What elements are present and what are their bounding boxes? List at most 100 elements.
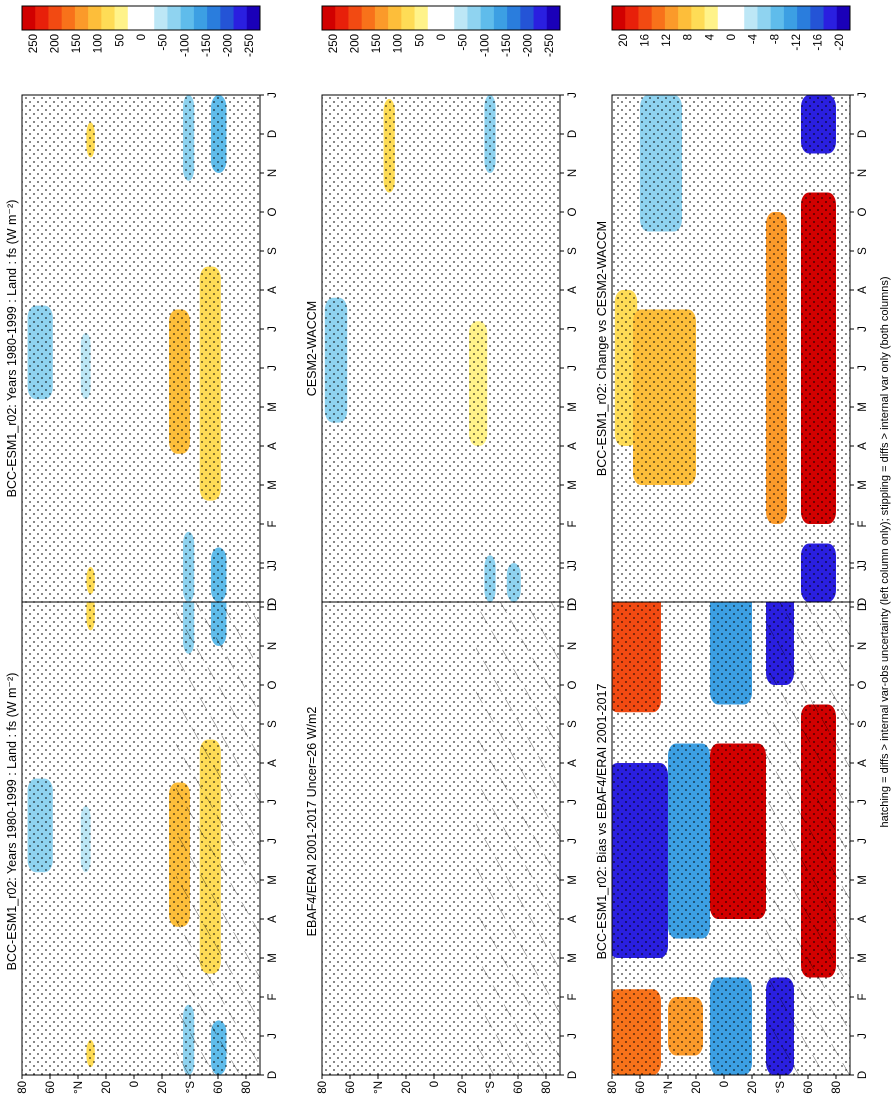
colorbar-label: 4 (704, 33, 716, 40)
colorbar-label: -200 (223, 34, 235, 57)
month-tick-label: J (857, 560, 869, 566)
month-tick-label: M (857, 953, 869, 963)
colorbar-swatch (678, 6, 692, 30)
hatching (176, 568, 260, 1075)
colorbar-swatch (335, 6, 349, 30)
colorbar-swatch (770, 6, 785, 30)
colorbar-swatch (612, 6, 626, 30)
lat-tick-label: 0 (429, 1081, 441, 1087)
colorbar-label: -100 (479, 34, 491, 57)
colorbar-swatch (836, 6, 851, 30)
month-tick-label: D (567, 130, 579, 138)
colorbar-swatch (207, 6, 221, 30)
panel-title: BCC-ESM1_r02: Change vs CESM2-WACCM (595, 221, 609, 476)
lat-tick-label: 80 (317, 1081, 329, 1094)
colorbar-label: -150 (501, 34, 513, 57)
month-tick-label: S (267, 720, 279, 728)
colorbar-swatch (348, 6, 363, 30)
month-tick-label: A (857, 915, 869, 923)
month-tick-label: F (857, 993, 869, 1000)
month-tick-label: D (267, 1071, 279, 1079)
panel-title: BCC-ESM1_r02: Years 1980-1999 : Land : f… (5, 200, 19, 498)
lat-tick-label: 80 (607, 1081, 619, 1094)
month-tick-label: O (267, 680, 279, 689)
colorbar-swatch (154, 6, 168, 30)
lat-tick-label: °S (775, 1081, 787, 1094)
colorbar-label: 200 (49, 34, 61, 53)
colorbar-swatch (167, 6, 182, 30)
plot-area (22, 568, 260, 1075)
colorbar-swatch (810, 6, 824, 30)
month-tick-label: D (567, 1071, 579, 1079)
month-tick-label: A (857, 759, 869, 767)
month-tick-label: D (857, 603, 869, 611)
lat-tick-label: °N (73, 1081, 85, 1094)
colorbar-label: 250 (28, 34, 40, 53)
month-tick-label: D (267, 598, 279, 606)
month-tick-label: D (267, 130, 279, 138)
hatching (476, 568, 560, 1075)
colorbar-label: -4 (748, 33, 760, 44)
month-tick-label: A (567, 286, 579, 294)
month-tick-label: F (857, 520, 869, 527)
month-tick-label: M (857, 480, 869, 490)
colorbar-swatch (141, 6, 155, 30)
colorbar-swatch (48, 6, 63, 30)
month-tick-label: A (267, 915, 279, 923)
month-tick-label: J (267, 92, 279, 98)
month-tick-label: F (567, 520, 579, 527)
panel-model-a-main: 80 60 °N 20 0 20 °S 60 80 D J F M A M J J A S O N D J BCC-ESM1_… (5, 565, 279, 1094)
colorbar-swatch (823, 6, 838, 30)
colorbar-swatch (638, 6, 653, 30)
month-tick-label: M (567, 875, 579, 885)
month-tick-label: M (857, 402, 869, 412)
month-tick-label: J (567, 326, 579, 332)
month-tick-label: M (267, 875, 279, 885)
colorbar-swatch (374, 6, 389, 30)
month-tick-label: M (267, 953, 279, 963)
month-tick-label: J (567, 838, 579, 844)
plot-frame (21, 94, 261, 603)
colorbar-swatch (664, 6, 679, 30)
month-tick-label: D (857, 1071, 869, 1079)
colorbar-swatch (414, 6, 429, 30)
colorbar-label: 50 (114, 34, 126, 47)
footnote: hatching = diffs > internal var-obs unce… (879, 276, 891, 827)
month-tick-label: O (567, 207, 579, 216)
month-tick-label: S (267, 247, 279, 255)
lat-tick-label: 20 (157, 1081, 169, 1094)
colorbar-label: 150 (71, 34, 83, 53)
month-tick-label: D (857, 598, 869, 606)
plot-frame (611, 94, 851, 603)
lat-tick-label: 60 (45, 1081, 57, 1094)
stippling (322, 95, 560, 602)
panel-title: EBAF4/ERAI 2001-2017 Uncer=26 W/m2 (305, 707, 319, 937)
month-tick-label: A (267, 286, 279, 294)
month-tick-label: N (567, 642, 579, 650)
colorbar-label: 150 (371, 34, 383, 53)
lat-tick-label: 80 (241, 1081, 253, 1094)
lat-tick-label: 20 (457, 1081, 469, 1094)
month-tick-label: N (857, 169, 869, 177)
lat-tick-label: 0 (719, 1081, 731, 1087)
colorbar-swatch (388, 6, 402, 30)
plot-frame (321, 94, 561, 603)
month-tick-label: O (267, 207, 279, 216)
colorbar-label: -50 (158, 34, 170, 51)
plot-area (322, 95, 560, 602)
month-tick-label: A (567, 915, 579, 923)
colorbar-swatch (61, 6, 76, 30)
colorbar: 250 200 150 100 50 0 -50 -100 -150 -200 -250 (321, 5, 561, 57)
month-tick-label: J (567, 799, 579, 805)
colorbar-swatch (717, 6, 732, 30)
stippling (22, 95, 260, 602)
colorbar-label: -16 (813, 34, 825, 51)
lat-tick-label: °N (373, 1081, 385, 1094)
lat-tick-label: 60 (345, 1081, 357, 1094)
month-tick-label: A (857, 286, 869, 294)
colorbar-swatch (651, 6, 666, 30)
colorbar-swatch (546, 6, 561, 30)
month-tick-label: J (567, 365, 579, 371)
